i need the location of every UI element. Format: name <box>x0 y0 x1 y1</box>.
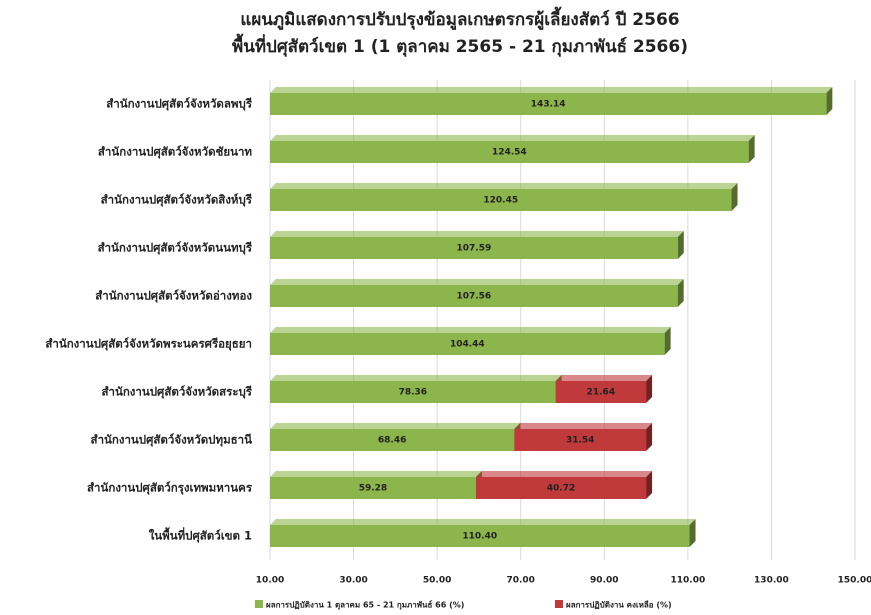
bar-top <box>270 519 696 525</box>
bar-top <box>555 375 653 381</box>
bar <box>514 429 647 451</box>
bar-side <box>748 135 755 163</box>
bar <box>555 381 647 403</box>
x-tick-label: 70.00 <box>506 576 534 586</box>
bar-side <box>677 231 684 259</box>
bar-side <box>646 375 653 403</box>
x-tick-label: 50.00 <box>423 576 451 586</box>
bar-side <box>731 183 738 211</box>
bar-top <box>270 471 482 477</box>
y-tick-label: สำนักงานปศุสัตว์จังหวัดลพบุรี <box>106 97 253 112</box>
bar-side <box>646 471 653 499</box>
x-tick-label: 130.00 <box>754 576 789 586</box>
bar <box>270 333 665 355</box>
y-tick-label: ในพื้นที่ปศุสัตว์เขต 1 <box>149 527 252 544</box>
bar-side <box>677 279 684 307</box>
bar <box>270 189 732 211</box>
value-label: 78.36 <box>399 388 427 398</box>
legend-swatch <box>555 600 563 608</box>
value-label: 110.40 <box>462 532 497 542</box>
value-label: 21.64 <box>587 388 615 398</box>
legend-swatch <box>255 600 263 608</box>
bar-side <box>664 327 671 355</box>
y-tick-label: สำนักงานปศุสัตว์จังหวัดนนทบุรี <box>98 241 253 256</box>
bar-top <box>270 87 833 93</box>
value-label: 31.54 <box>566 436 594 446</box>
bar <box>270 525 690 547</box>
y-tick-label: สำนักงานปศุสัตว์จังหวัดพระนครศรีอยุธยา <box>45 337 252 352</box>
bar-top <box>270 135 755 141</box>
y-tick-label: สำนักงานปศุสัตว์จังหวัดปทุมธานี <box>91 433 253 448</box>
y-tick-label: สำนักงานปศุสัตว์จังหวัดสระบุรี <box>102 385 253 400</box>
value-label: 104.44 <box>450 340 485 350</box>
x-tick-label: 30.00 <box>339 576 367 586</box>
bar-top <box>475 471 653 477</box>
chart-subtitle: พื้นที่ปศุสัตว์เขต 1 (1 ตุลาคม 2565 - 21… <box>232 33 688 57</box>
bar <box>270 93 827 115</box>
bar-top <box>270 327 671 333</box>
bar-top <box>270 231 684 237</box>
bar-top <box>270 423 521 429</box>
y-tick-label: สำนักงานปศุสัตว์จังหวัดสิงห์บุรี <box>101 193 253 208</box>
x-tick-label: 150.00 <box>838 576 871 586</box>
bar <box>270 141 749 163</box>
bar <box>270 381 556 403</box>
bar-side <box>689 519 696 547</box>
bar-top <box>270 375 562 381</box>
y-tick-label: สำนักงานปศุสัตว์กรุงเทพมหานคร <box>87 481 253 496</box>
value-label: 107.59 <box>457 244 492 254</box>
bar-top <box>514 423 653 429</box>
value-label: 107.56 <box>456 292 491 302</box>
bar-top <box>270 279 684 285</box>
bar-side <box>646 423 653 451</box>
x-tick-label: 110.00 <box>670 576 705 586</box>
bar <box>270 237 678 259</box>
chart-title: แผนภูมิแสดงการปรับปรุงข้อมูลเกษตรกรผู้เล… <box>240 6 679 31</box>
value-label: 124.54 <box>492 148 527 158</box>
value-label: 120.45 <box>483 196 518 206</box>
bar <box>270 285 678 307</box>
value-label: 40.72 <box>547 484 575 494</box>
bar <box>270 477 476 499</box>
bar <box>475 477 647 499</box>
y-tick-label: สำนักงานปศุสัตว์จังหวัดอ่างทอง <box>95 289 252 304</box>
legend-label: ผลการปฏิบัติงาน คงเหลือ (%) <box>566 600 672 610</box>
bar <box>270 429 515 451</box>
value-label: 68.46 <box>378 436 406 446</box>
value-label: 59.28 <box>359 484 387 494</box>
y-tick-label: สำนักงานปศุสัตว์จังหวัดชัยนาท <box>98 145 253 160</box>
bar-side <box>826 87 833 115</box>
value-label: 143.14 <box>531 100 566 110</box>
x-tick-label: 90.00 <box>590 576 618 586</box>
legend-label: ผลการปฏิบัติงาน 1 ตุลาคม 65 - 21 กุมภาพั… <box>266 600 464 611</box>
bar-top <box>270 183 738 189</box>
x-tick-label: 10.00 <box>256 576 284 586</box>
